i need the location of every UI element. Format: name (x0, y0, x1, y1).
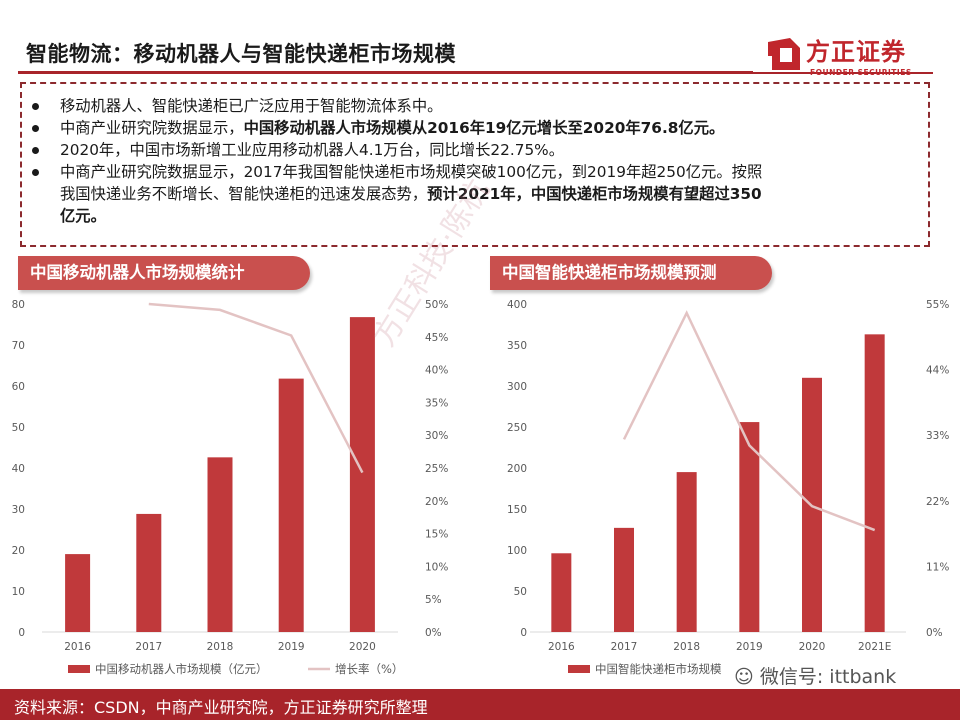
chart1-legend-bar-label: 中国移动机器人市场规模（亿元） (95, 662, 268, 676)
chart1-y2-tick-label: 20% (425, 496, 448, 508)
bullet-text: 中商产业研究院数据显示，2017年我国智能快递柜市场规模突破100亿元，到201… (60, 163, 763, 181)
chart2-y2-tick-label: 11% (926, 561, 949, 573)
chart1-x-tick-label: 2017 (135, 641, 162, 653)
chart2-y-tick-label: 50 (514, 586, 527, 598)
chart1-bar (65, 554, 91, 632)
chart2-bar (614, 527, 634, 632)
chart1-y2-tick-label: 0% (425, 627, 442, 639)
wechat-text: 微信号: ittbank (759, 666, 897, 688)
chart1-y2-tick-label: 25% (425, 463, 448, 475)
page-title: 智能物流：移动机器人与智能快递柜市场规模 (26, 42, 456, 66)
chart2-y2-tick-label: 55% (926, 299, 949, 311)
chart2-bar (551, 553, 572, 632)
bullet-dot-icon (32, 169, 39, 176)
chart1-growth-line (148, 302, 364, 474)
source-note: 资料来源：CSDN，中商产业研究院，方正证券研究所整理 (14, 698, 428, 717)
chart2-bar (864, 334, 885, 632)
chart2-legend-bar-swatch (568, 665, 590, 673)
chart2-bar (676, 472, 697, 632)
bullet-dot-icon (32, 125, 39, 132)
chart1-x-tick-label: 2019 (278, 641, 305, 653)
chart2-x-tick-label: 2021E (858, 641, 891, 653)
chart1-title: 中国移动机器人市场规模统计 (30, 263, 245, 282)
chart1-y-tick-label: 20 (12, 545, 25, 557)
chart2-y-tick-label: 150 (507, 504, 527, 516)
chart1-y-tick-label: 50 (12, 422, 25, 434)
bullet-text: 2020年，中国市场新增工业应用移动机器人4.1万台，同比增长22.75%。 (60, 141, 565, 159)
chart1-y-tick-label: 40 (12, 463, 25, 475)
chart2-title-tag: 中国智能快递柜市场规模预测 (490, 256, 772, 290)
chart1-y2-tick-label: 5% (425, 594, 442, 606)
chart2-y-tick-label: 350 (507, 340, 527, 352)
footer-bar: 资料来源：CSDN，中商产业研究院，方正证券研究所整理 (0, 689, 960, 720)
wechat-icon: ☺ (734, 666, 754, 688)
chart2-legend-bar-label: 中国智能快递柜市场规模 (595, 662, 722, 676)
chart1-x-tick-label: 2016 (64, 641, 91, 653)
chart1-y-tick-label: 60 (12, 381, 25, 393)
chart2-x-tick-label: 2020 (799, 641, 826, 653)
chart2-growth-line (622, 310, 876, 532)
chart2-y-tick-label: 300 (507, 381, 527, 393)
bullet-dot-icon (32, 103, 39, 110)
chart1-bar (349, 317, 375, 632)
chart1-x-tick-label: 2020 (349, 641, 376, 653)
summary-box: 移动机器人、智能快递柜已广泛应用于智能物流体系中。 中商产业研究院数据显示，中国… (20, 82, 930, 247)
founder-logo-icon (768, 38, 800, 70)
chart1-bar (278, 378, 304, 632)
chart2-title: 中国智能快递柜市场规模预测 (502, 263, 717, 282)
chart2-y2-tick-label: 44% (926, 365, 949, 377)
chart2-y-tick-label: 100 (507, 545, 527, 557)
chart2-x-tick-label: 2017 (611, 641, 638, 653)
chart1-y2-tick-label: 45% (425, 332, 448, 344)
bullet-text: 移动机器人、智能快递柜已广泛应用于智能物流体系中。 (60, 97, 443, 115)
chart1-y-tick-label: 30 (12, 504, 25, 516)
chart2-y-tick-label: 200 (507, 463, 527, 475)
chart1-y-tick-label: 0 (18, 627, 25, 639)
title-divider-right (753, 72, 933, 74)
chart1-y2-tick-label: 40% (425, 365, 448, 377)
logo-english-name: FOUNDER SECURITIES (810, 68, 912, 77)
bullet-text: 中商产业研究院数据显示，中国移动机器人市场规模从2016年19亿元增长至2020… (60, 119, 725, 137)
chart1-y2-tick-label: 30% (425, 430, 448, 442)
chart1-y-tick-label: 10 (12, 586, 25, 598)
chart2-x-tick-label: 2018 (673, 641, 700, 653)
chart1-legend-line-label: 增长率（%） (335, 662, 403, 676)
chart2-y-tick-label: 400 (507, 299, 527, 311)
chart2-y-tick-label: 250 (507, 422, 527, 434)
chart1-y-tick-label: 70 (12, 340, 25, 352)
wechat-id: ☺ 微信号: ittbank (730, 662, 901, 689)
chart1-y2-tick-label: 35% (425, 397, 448, 409)
chart2-x-tick-label: 2016 (548, 641, 575, 653)
bullet-dot-icon (32, 147, 39, 154)
chart2-bar (739, 422, 760, 632)
founder-logo: 方正证券 FOUNDER SECURITIES (760, 30, 940, 80)
chart1-x-tick-label: 2018 (207, 641, 234, 653)
chart1-bar (136, 513, 162, 632)
chart2-y2-tick-label: 33% (926, 430, 949, 442)
chart2-y-tick-label: 0 (520, 627, 527, 639)
bullet-text: 亿元。 (60, 207, 106, 225)
chart1-y-tick-label: 80 (12, 299, 25, 311)
chart1-y2-tick-label: 10% (425, 561, 448, 573)
chart1-y2-tick-label: 15% (425, 529, 448, 541)
chart1-title-tag: 中国移动机器人市场规模统计 (18, 256, 310, 290)
chart1-legend-bar-swatch (68, 665, 90, 673)
logo-chinese-name: 方正证券 (806, 38, 906, 66)
chart2-y2-tick-label: 22% (926, 496, 949, 508)
chart1-bar (207, 457, 233, 632)
chart1-y2-tick-label: 50% (425, 299, 448, 311)
title-divider (18, 71, 753, 74)
bullet-text: 我国快递业务不断增长、智能快递柜的迅速发展态势，预计2021年，中国快递柜市场规… (60, 185, 762, 203)
chart2-x-tick-label: 2019 (736, 641, 763, 653)
chart2-y2-tick-label: 0% (926, 627, 943, 639)
